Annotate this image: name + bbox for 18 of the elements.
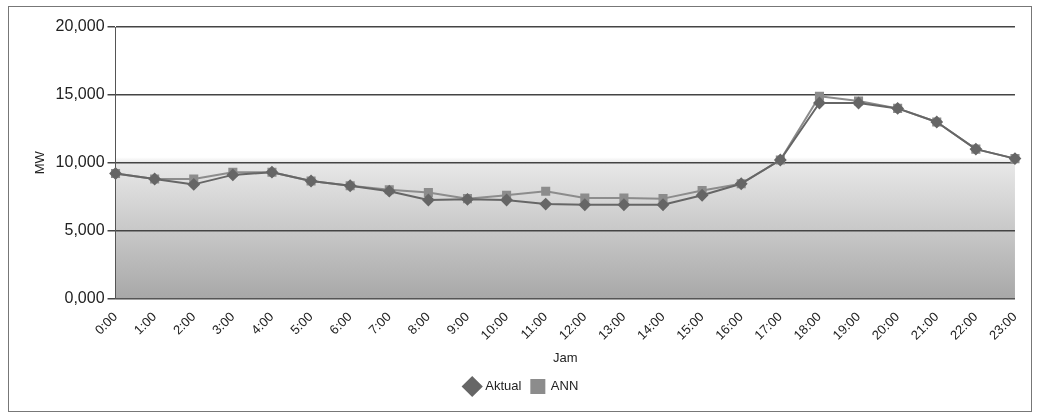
y-axis-title: MW (32, 150, 48, 175)
x-tick-label: 1:00 (130, 308, 160, 338)
y-tick-label: 10,000 (55, 153, 105, 171)
x-tick-label: 0:00 (91, 308, 121, 338)
x-tick-label: 7:00 (365, 308, 394, 338)
y-tick-label: 15,000 (55, 85, 105, 103)
x-tick-label: 4:00 (248, 308, 277, 338)
legend-label: ANN (550, 378, 579, 394)
legend-label: Aktual (485, 378, 522, 394)
x-tick-label: 3:00 (209, 308, 238, 338)
y-tick-label: 0,000 (64, 288, 105, 306)
y-tick-label: 5,000 (64, 220, 105, 238)
x-tick-label: 6:00 (326, 308, 355, 338)
y-tick-label: 20,000 (55, 17, 105, 35)
x-tick-label: 9:00 (443, 308, 473, 338)
x-tick-label: 5:00 (287, 308, 316, 338)
x-axis-title: Jam (552, 349, 578, 365)
x-tick-label: 8:00 (404, 308, 434, 338)
